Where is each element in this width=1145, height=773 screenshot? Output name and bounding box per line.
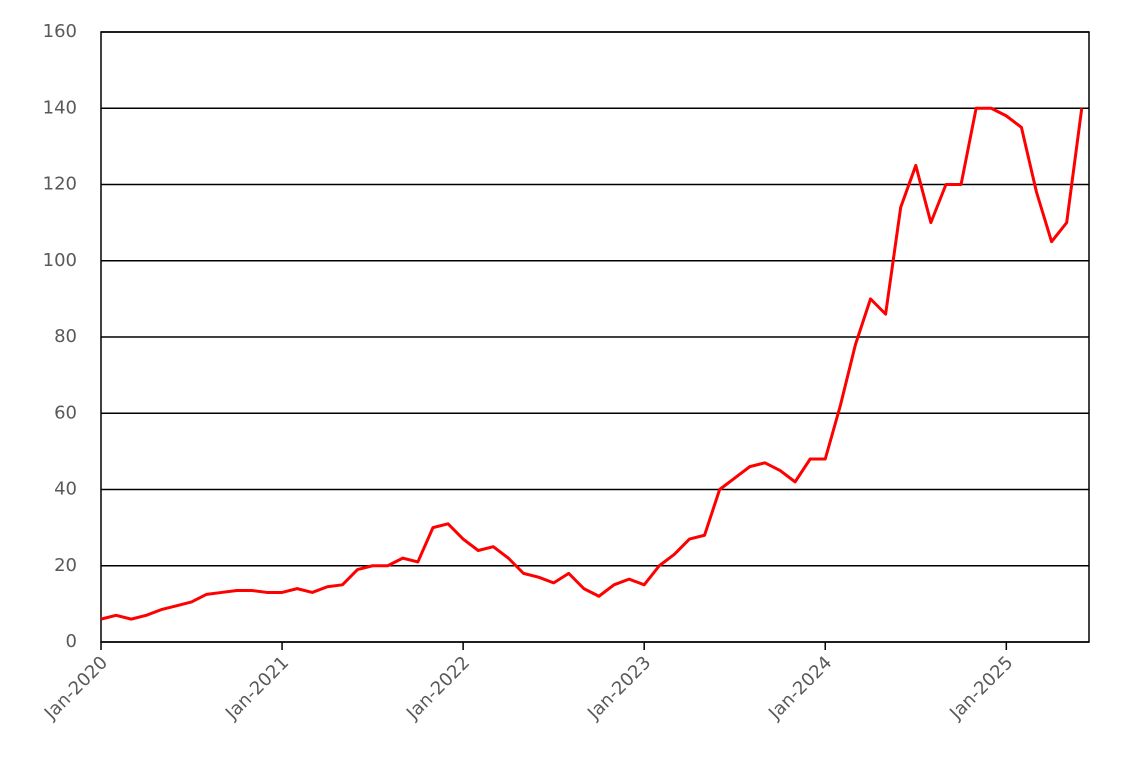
y-tick-label: 20 xyxy=(54,555,77,576)
y-tick-label: 80 xyxy=(54,326,77,347)
y-tick-label: 160 xyxy=(43,21,77,42)
x-tick-label: Jan-2025 xyxy=(945,652,1017,724)
y-tick-label: 120 xyxy=(43,174,77,195)
y-tick-label: 0 xyxy=(66,631,77,652)
x-tick-label: Jan-2021 xyxy=(221,652,293,724)
x-tick-label: Jan-2022 xyxy=(402,652,474,724)
plot-frame xyxy=(100,31,1090,643)
price-line xyxy=(100,106,1084,621)
y-tick-label: 140 xyxy=(43,97,77,118)
y-tick-label: 60 xyxy=(54,402,77,423)
x-tick-label: Jan-2020 xyxy=(40,652,112,724)
x-tick-label: Jan-2023 xyxy=(583,652,655,724)
x-tick-label: Jan-2024 xyxy=(764,652,836,724)
y-tick-label: 100 xyxy=(43,250,77,271)
y-tick-label: 40 xyxy=(54,479,77,500)
